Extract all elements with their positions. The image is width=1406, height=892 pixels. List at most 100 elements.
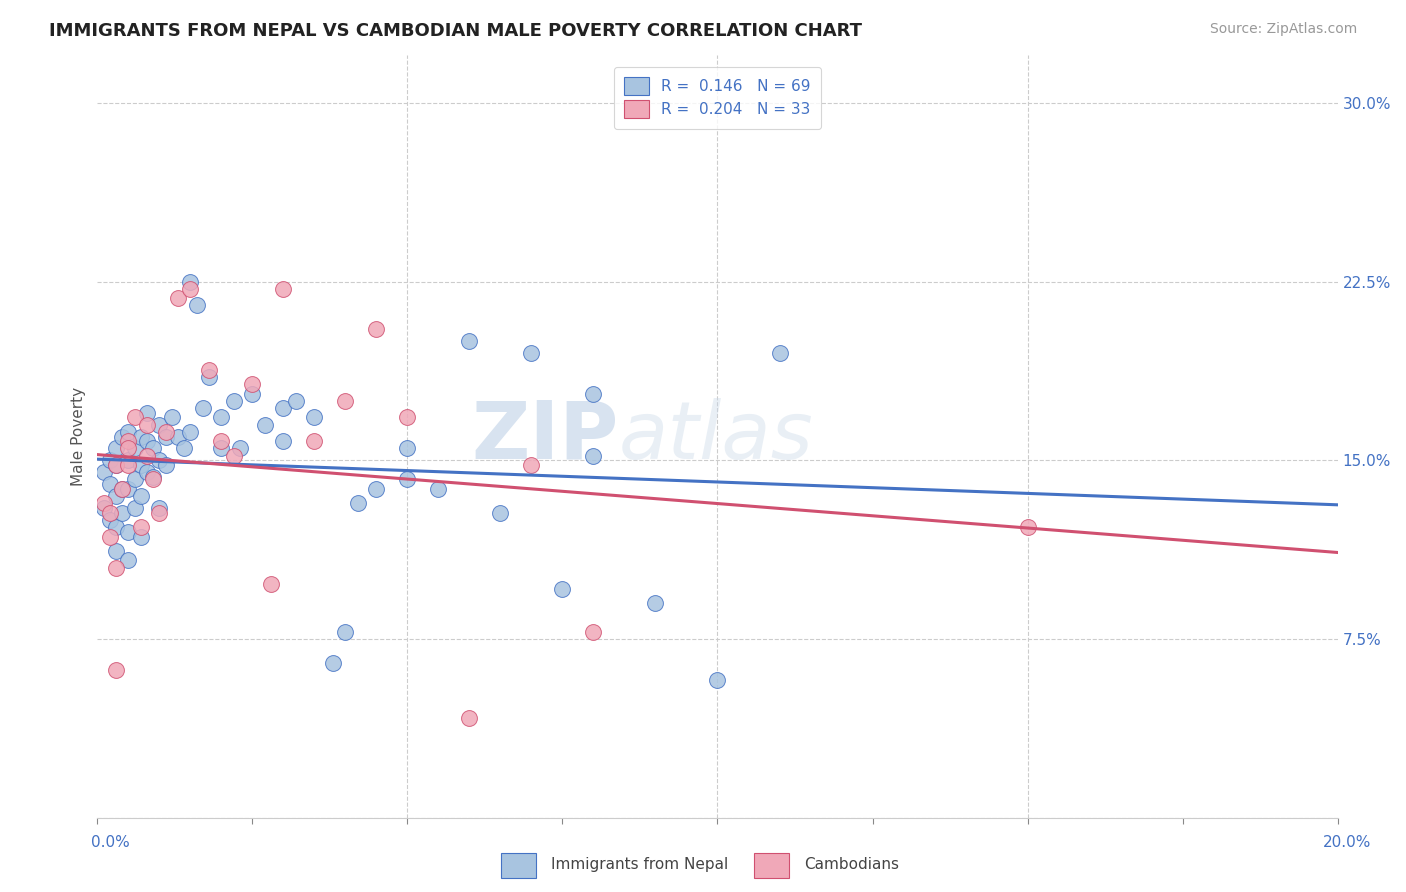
Point bbox=[104, 442, 127, 456]
Point bbox=[104, 458, 127, 472]
Point bbox=[111, 482, 134, 496]
Point bbox=[179, 282, 201, 296]
Point bbox=[396, 472, 419, 486]
Point bbox=[186, 298, 208, 312]
Point bbox=[142, 470, 165, 484]
Point bbox=[155, 429, 177, 443]
Point bbox=[366, 482, 388, 496]
Point bbox=[93, 465, 115, 479]
Text: IMMIGRANTS FROM NEPAL VS CAMBODIAN MALE POVERTY CORRELATION CHART: IMMIGRANTS FROM NEPAL VS CAMBODIAN MALE … bbox=[49, 22, 862, 40]
Point bbox=[93, 496, 115, 510]
Point bbox=[489, 506, 512, 520]
Point bbox=[322, 656, 344, 670]
Point bbox=[104, 560, 127, 574]
Point bbox=[117, 482, 139, 496]
Point bbox=[117, 524, 139, 539]
Point bbox=[98, 477, 121, 491]
Point bbox=[304, 410, 326, 425]
Point bbox=[136, 449, 159, 463]
Point bbox=[706, 673, 728, 687]
Point bbox=[104, 489, 127, 503]
Point bbox=[136, 417, 159, 432]
Point bbox=[273, 401, 295, 415]
Point bbox=[396, 442, 419, 456]
Point bbox=[129, 530, 152, 544]
Point bbox=[104, 520, 127, 534]
Text: Cambodians: Cambodians bbox=[804, 857, 900, 872]
Point bbox=[98, 530, 121, 544]
Text: atlas: atlas bbox=[619, 398, 813, 475]
Point bbox=[768, 346, 790, 360]
Point bbox=[148, 453, 170, 467]
Point bbox=[222, 393, 245, 408]
Point bbox=[1017, 520, 1039, 534]
Point bbox=[458, 334, 481, 348]
Point bbox=[520, 458, 543, 472]
Point bbox=[155, 458, 177, 472]
Point bbox=[209, 442, 232, 456]
Point bbox=[98, 506, 121, 520]
Point bbox=[117, 458, 139, 472]
Text: ZIP: ZIP bbox=[471, 398, 619, 475]
Point bbox=[129, 458, 152, 472]
Text: 20.0%: 20.0% bbox=[1323, 836, 1371, 850]
Point bbox=[93, 501, 115, 516]
Point bbox=[191, 401, 214, 415]
Point bbox=[242, 386, 264, 401]
Point bbox=[136, 434, 159, 449]
Point bbox=[148, 506, 170, 520]
Point bbox=[136, 406, 159, 420]
Point bbox=[167, 291, 190, 305]
Point bbox=[209, 410, 232, 425]
Legend: R =  0.146   N = 69, R =  0.204   N = 33: R = 0.146 N = 69, R = 0.204 N = 33 bbox=[613, 67, 821, 128]
Point bbox=[582, 625, 605, 640]
Point bbox=[117, 453, 139, 467]
Point bbox=[98, 513, 121, 527]
Point bbox=[104, 458, 127, 472]
Text: Immigrants from Nepal: Immigrants from Nepal bbox=[551, 857, 728, 872]
Point bbox=[148, 501, 170, 516]
Point bbox=[242, 377, 264, 392]
Point bbox=[129, 429, 152, 443]
Point bbox=[346, 496, 368, 510]
Point bbox=[304, 434, 326, 449]
Point bbox=[179, 275, 201, 289]
Point bbox=[427, 482, 450, 496]
Point bbox=[458, 711, 481, 725]
Point bbox=[520, 346, 543, 360]
Point bbox=[155, 425, 177, 439]
Point bbox=[209, 434, 232, 449]
Point bbox=[173, 442, 195, 456]
Point bbox=[198, 363, 221, 377]
Point bbox=[111, 506, 134, 520]
Point bbox=[124, 472, 146, 486]
Point bbox=[582, 449, 605, 463]
Point bbox=[160, 410, 183, 425]
Point bbox=[98, 453, 121, 467]
Point bbox=[117, 434, 139, 449]
Point bbox=[124, 501, 146, 516]
FancyBboxPatch shape bbox=[501, 853, 536, 878]
Point bbox=[253, 417, 276, 432]
Point bbox=[273, 282, 295, 296]
Point bbox=[136, 465, 159, 479]
Point bbox=[104, 663, 127, 677]
Point bbox=[222, 449, 245, 463]
Point bbox=[179, 425, 201, 439]
Point bbox=[117, 425, 139, 439]
Point bbox=[148, 417, 170, 432]
Point bbox=[117, 442, 139, 456]
Point bbox=[167, 429, 190, 443]
Point bbox=[104, 544, 127, 558]
Point bbox=[260, 577, 283, 591]
Point bbox=[117, 553, 139, 567]
FancyBboxPatch shape bbox=[754, 853, 789, 878]
Point bbox=[335, 625, 357, 640]
Point bbox=[124, 442, 146, 456]
Point bbox=[366, 322, 388, 336]
Point bbox=[111, 482, 134, 496]
Point bbox=[198, 370, 221, 384]
Point bbox=[284, 393, 307, 408]
Point bbox=[124, 410, 146, 425]
Point bbox=[551, 582, 574, 596]
